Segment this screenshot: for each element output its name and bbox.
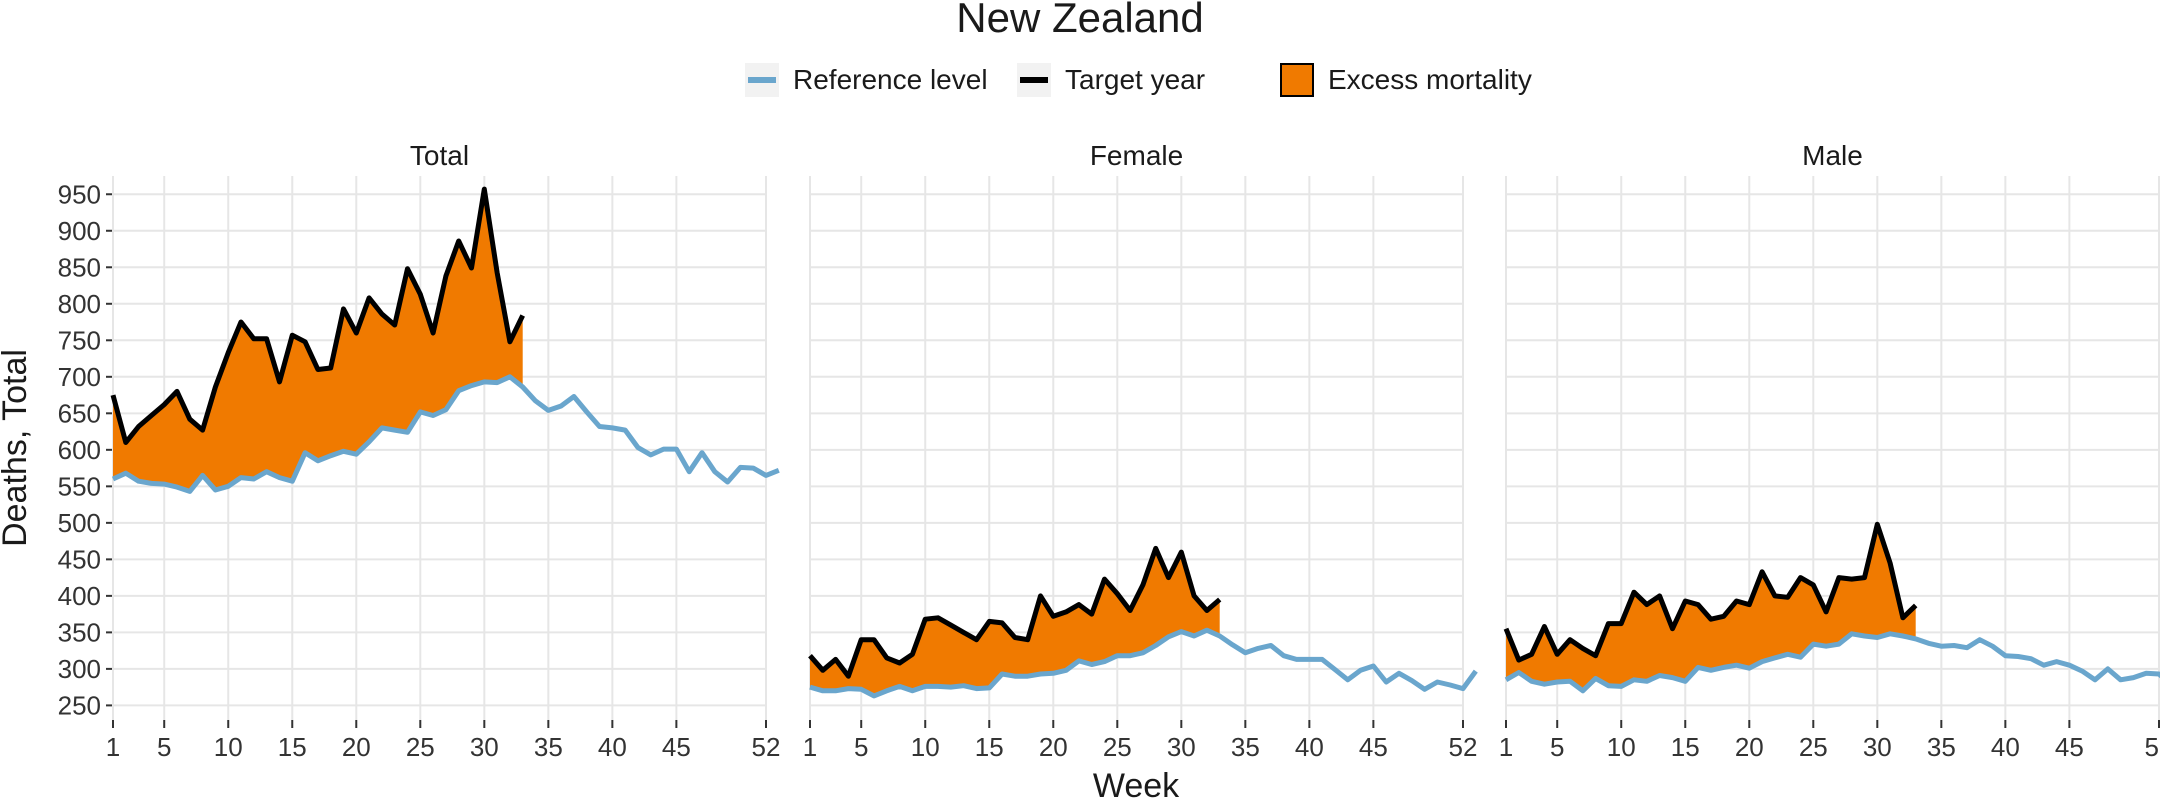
x-tick-label: 52 bbox=[1449, 732, 1478, 762]
y-tick-label: 300 bbox=[58, 654, 101, 684]
x-tick-label: 30 bbox=[1863, 732, 1892, 762]
y-tick-label: 450 bbox=[58, 544, 101, 574]
x-tick-label: 30 bbox=[470, 732, 499, 762]
y-tick-label: 900 bbox=[58, 216, 101, 246]
reference-line-swatch bbox=[745, 63, 779, 97]
x-tick-label: 15 bbox=[975, 732, 1004, 762]
x-tick-label: 25 bbox=[1103, 732, 1132, 762]
panel-title: Total bbox=[410, 140, 469, 171]
x-tick-label: 25 bbox=[406, 732, 435, 762]
y-tick-label: 700 bbox=[58, 362, 101, 392]
x-tick-label: 5 bbox=[1550, 732, 1564, 762]
x-tick-label: 35 bbox=[1231, 732, 1260, 762]
x-tick-label: 40 bbox=[598, 732, 627, 762]
y-tick-label: 650 bbox=[58, 398, 101, 428]
x-tick-label: 35 bbox=[1927, 732, 1956, 762]
x-tick-label: 20 bbox=[1039, 732, 1068, 762]
x-tick-label: 1 bbox=[1499, 732, 1513, 762]
x-tick-label: 30 bbox=[1167, 732, 1196, 762]
excess-fill-swatch bbox=[1280, 63, 1314, 97]
y-axis-title: Deaths, Total bbox=[0, 349, 34, 547]
x-tick-label: 15 bbox=[278, 732, 307, 762]
x-tick-label: 10 bbox=[214, 732, 243, 762]
panel-title: Female bbox=[1090, 140, 1183, 171]
x-tick-label: 10 bbox=[911, 732, 940, 762]
x-tick-label: 45 bbox=[1359, 732, 1388, 762]
y-tick-label: 550 bbox=[58, 471, 101, 501]
excess-mortality-area bbox=[1506, 524, 1916, 691]
y-tick-label: 500 bbox=[58, 508, 101, 538]
y-tick-label: 250 bbox=[58, 690, 101, 720]
x-tick-label: 1 bbox=[106, 732, 120, 762]
target-year-line bbox=[808, 545, 1222, 679]
x-tick-label: 5 bbox=[854, 732, 868, 762]
reference-level-line bbox=[111, 374, 780, 494]
legend-item-target: Target year bbox=[1017, 60, 1205, 100]
y-tick-label: 950 bbox=[58, 179, 101, 209]
reference-level-line bbox=[809, 627, 1478, 699]
x-tick-label: 10 bbox=[1607, 732, 1636, 762]
excess-mortality-area bbox=[810, 548, 1220, 696]
target-year-line bbox=[1503, 521, 1918, 663]
y-tick-label: 350 bbox=[58, 617, 101, 647]
y-tick-label: 800 bbox=[58, 289, 101, 319]
target-line-swatch bbox=[1017, 63, 1051, 97]
x-tick-label: 45 bbox=[662, 732, 691, 762]
legend-item-reference: Reference level bbox=[745, 60, 988, 100]
x-tick-label: 15 bbox=[1671, 732, 1700, 762]
x-tick-label: 40 bbox=[1991, 732, 2020, 762]
x-tick-label: 45 bbox=[2055, 732, 2084, 762]
panel-male: Male15101520253035404552 bbox=[1499, 140, 2160, 762]
panel-title: Male bbox=[1802, 140, 1863, 171]
excess-mortality-area bbox=[113, 189, 523, 492]
y-tick-label: 850 bbox=[58, 252, 101, 282]
x-tick-label: 52 bbox=[2145, 732, 2160, 762]
legend-label-target: Target year bbox=[1065, 64, 1206, 95]
x-tick-label: 1 bbox=[803, 732, 817, 762]
x-tick-label: 35 bbox=[534, 732, 563, 762]
x-axis-title: Week bbox=[1093, 767, 1180, 800]
x-tick-label: 40 bbox=[1295, 732, 1324, 762]
y-tick-label: 400 bbox=[58, 581, 101, 611]
legend-label-excess: Excess mortality bbox=[1328, 64, 1532, 95]
chart-title: New Zealand bbox=[956, 0, 1204, 41]
x-tick-label: 5 bbox=[157, 732, 171, 762]
x-tick-label: 25 bbox=[1799, 732, 1828, 762]
target-year-line bbox=[110, 186, 525, 445]
x-tick-label: 20 bbox=[342, 732, 371, 762]
x-tick-label: 52 bbox=[752, 732, 781, 762]
legend-label-reference: Reference level bbox=[793, 64, 988, 95]
x-tick-label: 20 bbox=[1735, 732, 1764, 762]
y-tick-label: 600 bbox=[58, 435, 101, 465]
y-tick-label: 750 bbox=[58, 325, 101, 355]
legend: Reference level Target year Excess morta… bbox=[0, 60, 2160, 100]
reference-level-line bbox=[1504, 631, 2160, 694]
legend-item-excess: Excess mortality bbox=[1280, 60, 1532, 100]
